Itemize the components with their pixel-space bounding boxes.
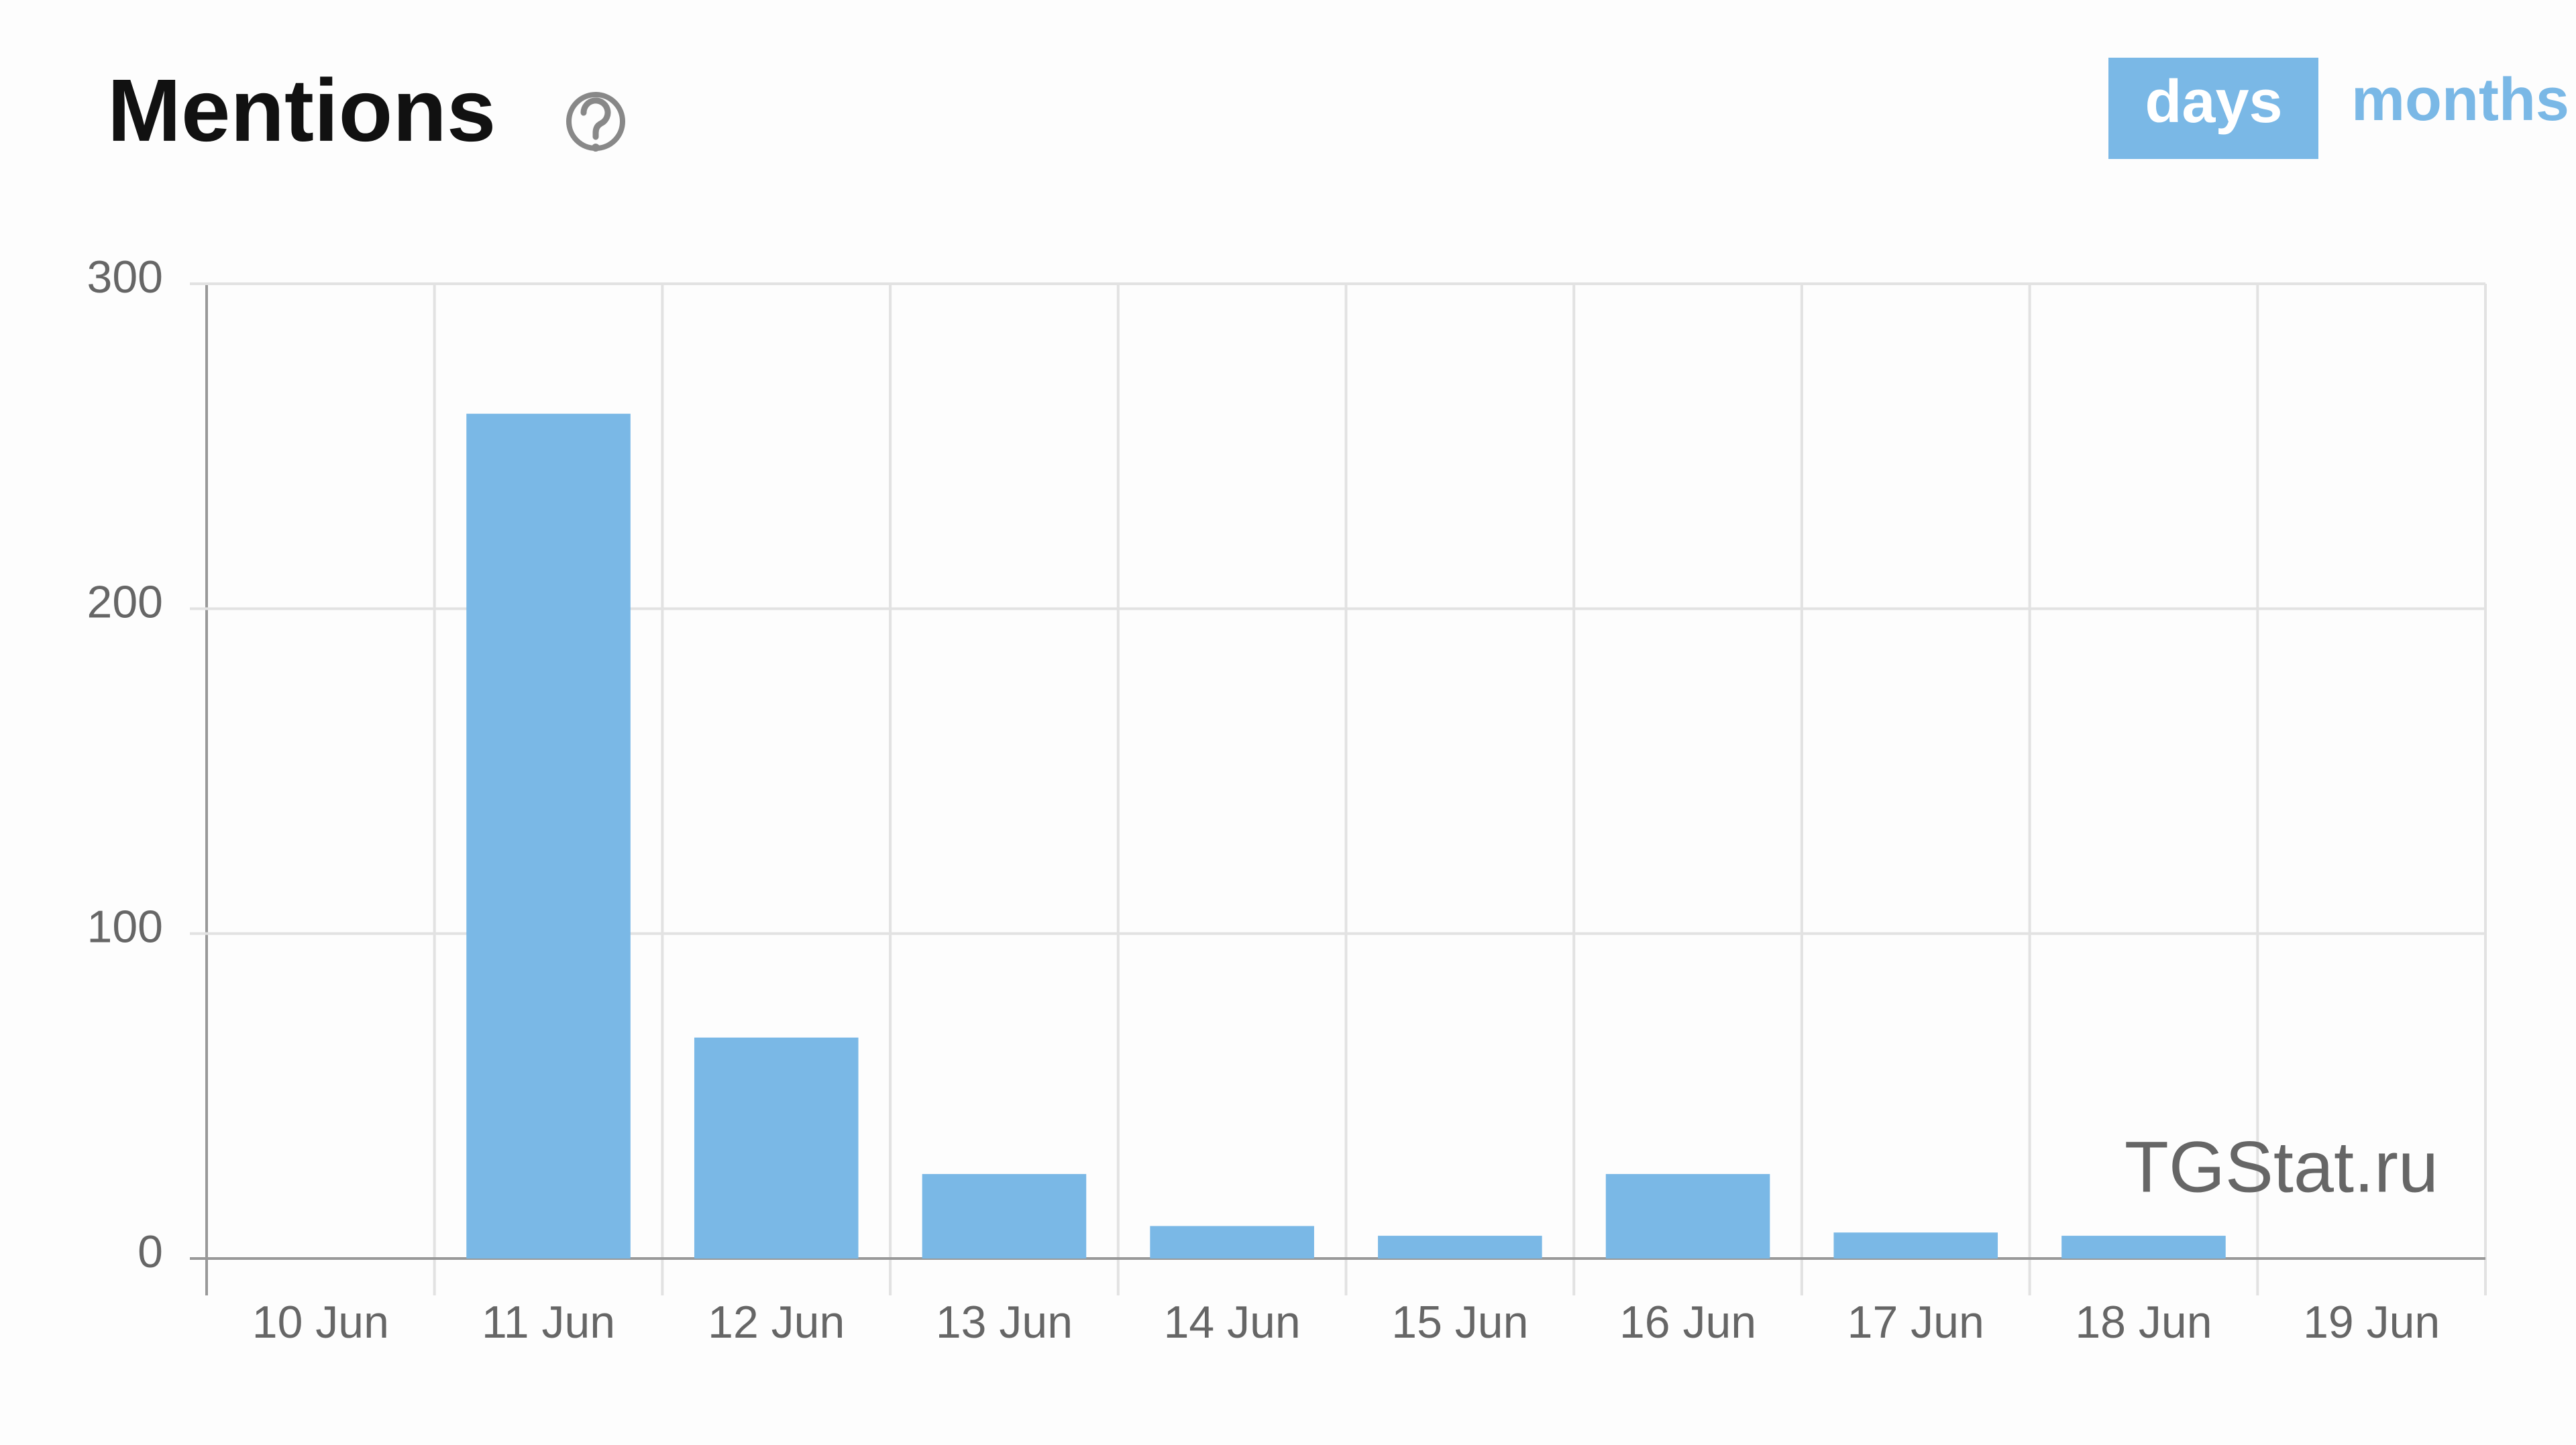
bar	[1378, 1236, 1542, 1259]
x-tick-label: 11 Jun	[482, 1297, 615, 1348]
x-tick-label: 16 Jun	[1619, 1297, 1756, 1348]
x-tick-label: 15 Jun	[1391, 1297, 1528, 1348]
y-tick-label: 300	[87, 252, 163, 303]
help-icon[interactable]	[566, 92, 625, 152]
chart-title: Mentions	[107, 61, 496, 160]
months-button[interactable]: months	[2351, 66, 2569, 133]
x-tick-label: 17 Jun	[1847, 1297, 1984, 1348]
bar	[1833, 1232, 1998, 1259]
bar	[922, 1174, 1087, 1259]
watermark: TGStat.ru	[2125, 1126, 2438, 1208]
x-tick-label: 12 Jun	[708, 1297, 845, 1348]
days-button[interactable]	[2108, 58, 2318, 159]
x-tick-label: 18 Jun	[2075, 1297, 2212, 1348]
x-tick-label: 14 Jun	[1164, 1297, 1301, 1348]
x-tick-label: 10 Jun	[252, 1297, 389, 1348]
bar	[694, 1037, 859, 1259]
bar	[466, 413, 631, 1259]
y-tick-label: 100	[87, 902, 163, 953]
y-tick-label: 0	[138, 1226, 163, 1277]
bar	[2061, 1236, 2226, 1259]
bar	[1605, 1174, 1770, 1259]
y-tick-label: 200	[87, 576, 163, 627]
days-button-label[interactable]: days	[2145, 68, 2282, 136]
x-tick-label: 19 Jun	[2303, 1297, 2440, 1348]
x-tick-label: 13 Jun	[936, 1297, 1073, 1348]
bar	[1150, 1226, 1314, 1259]
